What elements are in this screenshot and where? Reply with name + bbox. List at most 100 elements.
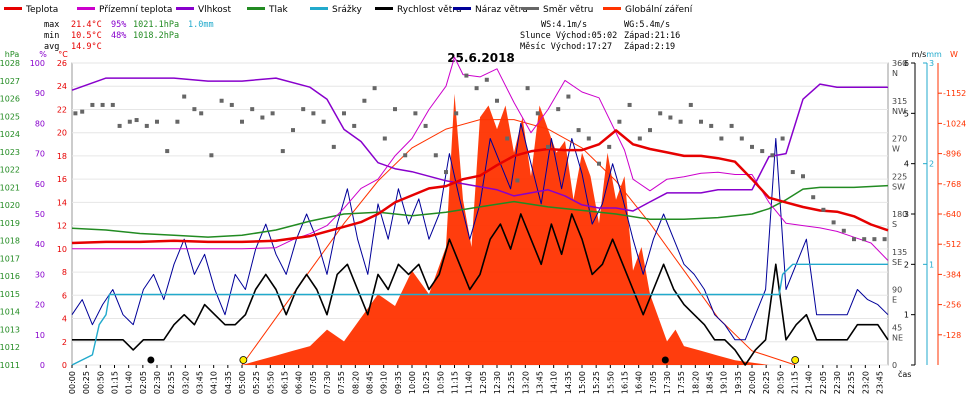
series-wind-direction-point	[617, 119, 622, 124]
x-tick-label: 22:05	[819, 371, 828, 394]
series-wind-direction-point	[321, 119, 326, 124]
axis-unit-hpa: hPa	[5, 50, 20, 59]
series-wind-direction-point	[270, 111, 275, 116]
series-wind-speed-line	[72, 213, 889, 366]
x-tick-label: 09:35	[394, 371, 403, 394]
tick-label-dir: 45	[892, 323, 902, 332]
x-tick-label: 20:50	[776, 371, 785, 394]
x-tick-label: 19:10	[720, 371, 729, 394]
x-tick-label: 18:20	[691, 371, 700, 394]
x-tick-label: 08:20	[351, 371, 360, 394]
x-axis: 00:00 00:25 00:50 01:15 01:40 02:05 02:30 02:55…	[68, 365, 911, 394]
x-tick-label: 04:10	[210, 371, 219, 394]
tick-label-hpa: 1026	[0, 95, 20, 104]
series-wind-direction-point	[110, 102, 115, 107]
tick-label-dir: 90	[892, 286, 902, 295]
tick-label-dir: 225	[892, 172, 907, 181]
stat-ws: WS:4.1m/s	[541, 20, 587, 30]
series-wind-direction-point	[831, 220, 836, 225]
tick-label-temp: 22	[57, 105, 67, 114]
stat-moon: Měsíc Východ:17:27	[520, 42, 612, 52]
series-wind-direction-point	[423, 123, 428, 128]
tick-label-hpa: 1017	[0, 254, 20, 263]
tick-label-pct: 100	[30, 59, 45, 68]
x-tick-label: 00:50	[96, 371, 105, 394]
tick-label-pct: 50	[35, 210, 45, 219]
legend-label: Teplota	[25, 5, 58, 15]
tick-label-temp: 16	[57, 175, 67, 184]
legend-swatch	[176, 7, 194, 10]
x-tick-label: 12:05	[479, 371, 488, 394]
series-humidity-line	[71, 77, 888, 212]
x-tick-label: 07:55	[337, 371, 346, 394]
tick-label-dir-compass: E	[892, 296, 897, 305]
legend-label: Tlak	[268, 5, 289, 15]
series-wind-direction-point	[474, 86, 479, 91]
stat-min-press: 1018.2hPa	[133, 31, 179, 41]
x-tick-label: 17:05	[649, 371, 658, 394]
series-wind-direction-point	[413, 111, 418, 116]
series-wind-direction-point	[134, 118, 139, 123]
stat-avg-label: avg	[44, 42, 59, 52]
series-wind-direction-point	[464, 73, 469, 78]
legend-label: Globální záření	[625, 5, 693, 15]
tick-label-temp: 0	[62, 361, 67, 370]
stats-panel: max 21.4°C 95% 1021.1hPa 1.0mm min 10.5°…	[44, 20, 680, 52]
series-wind-direction-point	[658, 111, 663, 116]
stat-min-hum: 48%	[111, 31, 126, 41]
stat-sun-set: Západ:21:16	[624, 31, 680, 41]
tick-label-pct: 90	[35, 89, 45, 98]
x-tick-label: 08:45	[366, 371, 375, 394]
series-wind-direction-point	[117, 123, 122, 128]
stat-min-temp: 10.5°C	[71, 31, 102, 41]
tick-label-temp: 12	[57, 222, 67, 231]
x-tick-label: 07:30	[323, 371, 332, 394]
stat-max-press: 1021.1hPa	[133, 20, 179, 30]
tick-label-pct: 0	[40, 361, 45, 370]
tick-label-rain: 2	[929, 160, 934, 169]
x-tick-label: 01:15	[111, 371, 120, 394]
series-wind-direction-point	[790, 170, 795, 175]
tick-label-temp: 20	[57, 129, 67, 138]
series-wind-direction-point	[175, 119, 180, 124]
stat-avg-temp: 14.9°C	[71, 42, 102, 52]
tick-label-hpa: 1019	[0, 219, 20, 228]
series-wind-direction-point	[586, 136, 591, 141]
legend-label: Směr větru	[543, 5, 593, 15]
series-rain-line	[71, 263, 888, 366]
series-wind-direction-point	[199, 111, 204, 116]
tick-label-hpa: 1015	[0, 290, 20, 299]
series-wind-direction-point	[127, 119, 132, 124]
x-tick-label: 07:05	[309, 371, 318, 394]
x-tick-label: 10:25	[422, 371, 431, 394]
x-tick-label: 13:20	[521, 371, 530, 394]
series-wind-direction-point	[182, 94, 187, 99]
series-wind-direction-point	[525, 86, 530, 91]
tick-label-pct: 70	[35, 150, 45, 159]
tick-label-dir: 360	[892, 59, 907, 68]
legend-label: Náraz větru	[475, 5, 528, 15]
stat-max-rain: 1.0mm	[188, 20, 214, 30]
series-wind-direction-point	[821, 207, 826, 212]
x-tick-label: 10:00	[408, 371, 417, 394]
tick-label-temp: 14	[57, 198, 67, 207]
tick-label-rad: -1152	[943, 89, 966, 98]
stat-min-label: min	[44, 31, 59, 41]
tick-label-temp: 2	[62, 338, 67, 347]
stat-max-hum: 95%	[111, 20, 126, 30]
tick-label-temp: 6	[62, 291, 67, 300]
series-temperature-line	[71, 129, 889, 245]
series-wind-direction-point	[811, 195, 816, 200]
x-tick-label: 15:50	[606, 371, 615, 394]
series-wind-direction-point	[100, 102, 105, 107]
series-wind-direction-point	[209, 153, 214, 158]
series-wind-direction-point	[331, 144, 336, 149]
series-wind-direction-point	[515, 178, 520, 183]
tick-label-wind: 5	[904, 109, 909, 118]
series-wind-direction-point	[240, 119, 244, 124]
legend-swatch	[4, 7, 22, 10]
series-wind-direction-point	[291, 128, 295, 133]
series-wind-direction-point	[433, 153, 438, 158]
x-tick-label: 12:55	[507, 371, 516, 394]
